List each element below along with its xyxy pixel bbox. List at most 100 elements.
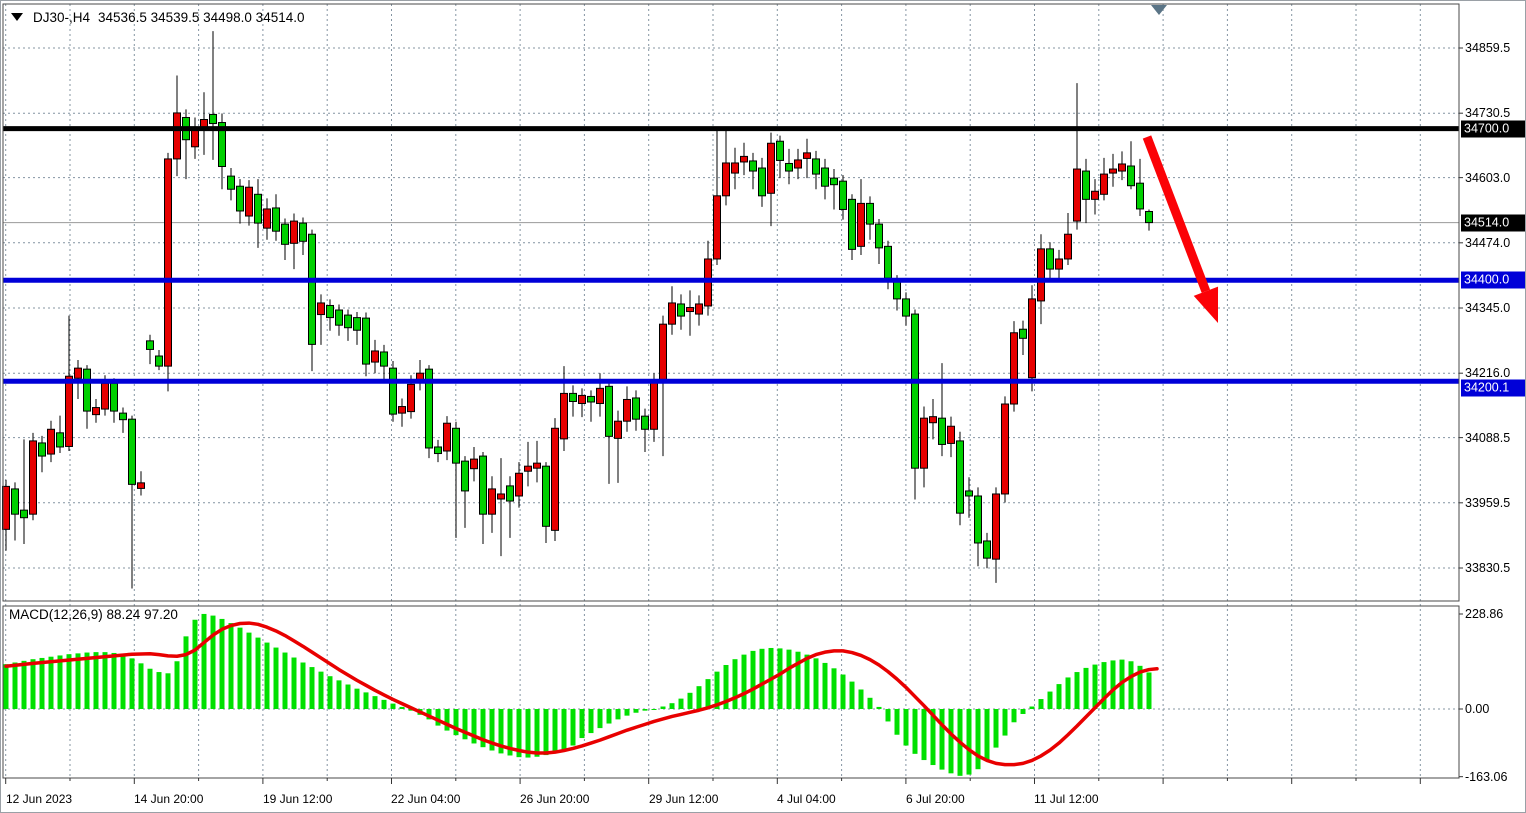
macd-histogram-bar [264, 642, 270, 709]
candle-body [947, 425, 955, 444]
trend-arrow-shaft[interactable] [1142, 135, 1211, 293]
candle-body [848, 198, 856, 250]
candle-body [308, 233, 316, 345]
macd-histogram-bar [30, 659, 36, 709]
candle-body [1019, 328, 1027, 339]
chart-title: DJ30-,H4 34536.5 34539.5 34498.0 34514.0 [11, 8, 304, 26]
macd-histogram-bar [606, 709, 612, 724]
macd-histogram-bar [480, 709, 486, 748]
macd-histogram-bar [975, 709, 981, 770]
macd-histogram-bar [948, 709, 954, 774]
indicator-label: MACD(12,26,9) 88.24 97.20 [9, 607, 178, 622]
candle-body [2, 485, 10, 530]
macd-histogram-bar [120, 655, 126, 709]
macd-histogram-bar [129, 658, 135, 709]
macd-histogram-bar [102, 652, 108, 709]
macd-histogram-bar [651, 709, 657, 710]
candle-body [137, 482, 145, 489]
macd-histogram-bar [183, 636, 189, 709]
price-axis-label: 33830.5 [1465, 561, 1511, 575]
macd-histogram-bar [1011, 709, 1017, 723]
candle-body [821, 167, 829, 187]
candle-body [155, 355, 163, 367]
price-axis-label: 34603.0 [1465, 170, 1511, 185]
candle-body [83, 368, 91, 412]
candle-body [893, 280, 901, 300]
candle-body [965, 490, 973, 497]
candle-body [1091, 190, 1099, 200]
candle-body [389, 367, 397, 415]
candle-body [1118, 163, 1126, 172]
candle-body [11, 488, 19, 515]
candle-body [407, 383, 415, 413]
macd-histogram-bar [534, 709, 540, 757]
candle-body [236, 185, 244, 212]
candle-body [434, 446, 442, 455]
candle-body [650, 380, 658, 430]
time-axis-label: 4 Jul 04:00 [777, 792, 836, 806]
macd-histogram-bar [579, 709, 585, 739]
price-axis-label: 34088.5 [1465, 430, 1511, 445]
candle-body [218, 122, 226, 168]
price-axis-label: 34345.0 [1465, 301, 1511, 315]
candle-body [1046, 248, 1054, 270]
macd-histogram-bar [615, 709, 621, 720]
candle-body [866, 202, 874, 225]
price-axis-label: 34730.5 [1465, 106, 1511, 121]
candle-body [1145, 210, 1153, 224]
candle-body [173, 112, 181, 160]
candle-body [731, 162, 739, 174]
price-badge: 34400.0 [1461, 271, 1525, 289]
macd-axis-label: 0.00 [1465, 702, 1490, 716]
candle-body [146, 340, 154, 350]
macd-histogram-bar [228, 623, 234, 709]
macd-histogram-bar [1128, 661, 1134, 709]
macd-pane-border [2, 605, 1460, 779]
macd-histogram-bar [732, 659, 738, 709]
candle-body [110, 382, 118, 412]
time-axis-label: 29 Jun 12:00 [649, 792, 719, 806]
candle-body [1064, 233, 1072, 260]
candle-body [299, 222, 307, 242]
time-axis-label: 6 Jul 20:00 [906, 792, 965, 806]
candle-body [794, 159, 802, 169]
macd-histogram-bar [309, 667, 315, 709]
candle-body [812, 158, 820, 175]
candle-body [227, 175, 235, 190]
chart-shift-marker-icon[interactable] [1151, 5, 1167, 15]
candle-body [326, 304, 334, 319]
macd-histogram-bar [624, 709, 630, 716]
candle-body [335, 309, 343, 326]
symbol-dropdown-icon[interactable] [11, 13, 23, 21]
macd-histogram-bar [1137, 665, 1143, 709]
symbol-period-label: DJ30-,H4 [33, 9, 91, 25]
candle-body [992, 493, 1000, 560]
candle-body [1136, 182, 1144, 210]
macd-histogram-bar [471, 709, 477, 744]
macd-histogram-bar [633, 709, 639, 713]
candle-body [713, 195, 721, 260]
candle-body [875, 223, 883, 249]
candle-body [353, 317, 361, 331]
candle-body [209, 113, 217, 125]
price-axis-label: 34474.0 [1465, 235, 1511, 250]
macd-histogram-bar [813, 658, 819, 709]
macd-histogram-bar [138, 663, 144, 709]
macd-histogram-bar [1047, 691, 1053, 709]
trend-arrow-head[interactable] [1193, 286, 1219, 323]
candle-body [803, 152, 811, 159]
candle-body [128, 418, 136, 485]
macd-histogram-bar [660, 706, 666, 709]
macd-histogram-bar [1020, 709, 1026, 714]
macd-histogram-bar [21, 660, 27, 709]
macd-histogram-bar [507, 709, 513, 756]
candle-body [1037, 248, 1045, 302]
macd-histogram-bar [921, 709, 927, 761]
macd-histogram-bar [984, 709, 990, 760]
macd-histogram-bar [48, 656, 54, 709]
price-pane-border [2, 3, 1460, 602]
macd-histogram-bar [282, 652, 288, 709]
price-axis-label: 34216.0 [1465, 366, 1511, 381]
